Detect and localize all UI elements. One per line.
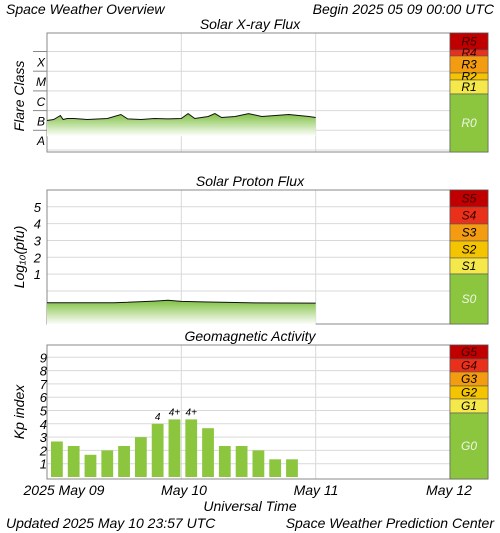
header-title: Space Weather Overview xyxy=(6,1,165,17)
kp-scale-label-g1: G1 xyxy=(461,399,477,413)
proton-scale-s0 xyxy=(449,273,489,325)
kp-bar-2 xyxy=(84,454,97,477)
xray-ylabel: Flare Class xyxy=(11,61,27,132)
kp-title: Geomagnetic Activity xyxy=(185,328,317,344)
proton-ylabel: Log₁₀(pfu) xyxy=(11,226,27,288)
kp-bar-5 xyxy=(134,437,147,477)
xray-class-x: X xyxy=(36,55,46,69)
kp-ytick-6: 6 xyxy=(40,390,48,405)
kp-bar-label-7: 4+ xyxy=(169,407,181,418)
kp-ytick-5: 5 xyxy=(40,404,48,419)
proton-scale-label-s4: S4 xyxy=(462,209,477,223)
xray-scale-label-r3: R3 xyxy=(461,58,477,72)
kp-bar-4 xyxy=(118,446,130,477)
kp-bar-3 xyxy=(101,450,114,477)
kp-bar-0 xyxy=(51,441,63,477)
proton-flux-line xyxy=(47,299,316,304)
kp-bar-14 xyxy=(286,459,298,477)
header-begin-time: Begin 2025 05 09 00:00 UTC xyxy=(312,1,494,17)
kp-bar-9 xyxy=(202,428,214,477)
xray-class-a: A xyxy=(36,134,45,148)
kp-ytick-1: 1 xyxy=(40,457,47,472)
kp-bar-10 xyxy=(218,446,231,477)
proton-ytick-1: 1 xyxy=(34,267,41,282)
kp-scale-label-g0: G0 xyxy=(461,439,477,453)
kp-bar-12 xyxy=(252,450,265,477)
kp-ytick-7: 7 xyxy=(40,377,48,392)
kp-ytick-3: 3 xyxy=(40,430,48,445)
kp-scale-label-g2: G2 xyxy=(461,386,477,400)
x-axis-label: Universal Time xyxy=(203,498,297,514)
date-label-may11: May 11 xyxy=(293,482,339,498)
proton-title: Solar Proton Flux xyxy=(196,173,305,189)
date-label-may12: May 12 xyxy=(426,482,472,498)
kp-scale-g0 xyxy=(449,412,489,480)
proton-scale-label-s0: S0 xyxy=(462,292,477,306)
xray-scale-r0 xyxy=(449,93,489,153)
kp-scale-label-g5: G5 xyxy=(461,345,477,359)
kp-bar-13 xyxy=(269,459,282,477)
proton-ytick-3: 3 xyxy=(34,233,42,248)
xray-class-b: B xyxy=(37,114,45,128)
kp-scale-label-g3: G3 xyxy=(461,372,477,386)
proton-scale-label-s5: S5 xyxy=(462,192,477,206)
date-label-may10: May 10 xyxy=(161,482,207,498)
kp-ytick-9: 9 xyxy=(40,350,47,365)
proton-scale-label-s2: S2 xyxy=(462,243,477,257)
kp-ytick-4: 4 xyxy=(40,417,47,432)
kp-ytick-2: 2 xyxy=(39,443,48,458)
kp-bar-11 xyxy=(235,446,248,477)
kp-bar-6 xyxy=(151,423,164,477)
proton-ytick-4: 4 xyxy=(34,217,41,232)
xray-flux-line xyxy=(46,112,316,121)
kp-bar-label-6: 4 xyxy=(155,412,161,423)
footer-center: Space Weather Prediction Center xyxy=(285,515,494,531)
kp-bar-label-8: 4+ xyxy=(186,407,198,418)
xray-class-m: M xyxy=(36,75,46,89)
proton-scale-label-s1: S1 xyxy=(462,259,477,273)
xray-scale-label-r5: R5 xyxy=(461,35,477,49)
kp-bar-7 xyxy=(168,419,181,477)
xray-scale-label-r1: R1 xyxy=(461,80,476,94)
date-label-may09: 2025 May 09 xyxy=(23,482,105,498)
kp-ylabel: Kp index xyxy=(11,384,27,439)
xray-title: Solar X-ray Flux xyxy=(200,16,301,32)
xray-flux-area xyxy=(47,113,316,137)
proton-ytick-2: 2 xyxy=(33,250,42,265)
kp-scale-label-g4: G4 xyxy=(461,359,477,373)
proton-scale-label-s3: S3 xyxy=(462,226,477,240)
kp-bar-8 xyxy=(185,419,198,477)
proton-ytick-5: 5 xyxy=(34,200,42,215)
xray-scale-label-r0: R0 xyxy=(461,116,477,130)
footer-updated: Updated 2025 May 10 23:57 UTC xyxy=(6,515,216,531)
kp-bar-1 xyxy=(67,446,80,477)
proton-flux-area xyxy=(47,300,316,325)
xray-class-c: C xyxy=(37,95,46,109)
kp-ytick-8: 8 xyxy=(40,364,48,379)
